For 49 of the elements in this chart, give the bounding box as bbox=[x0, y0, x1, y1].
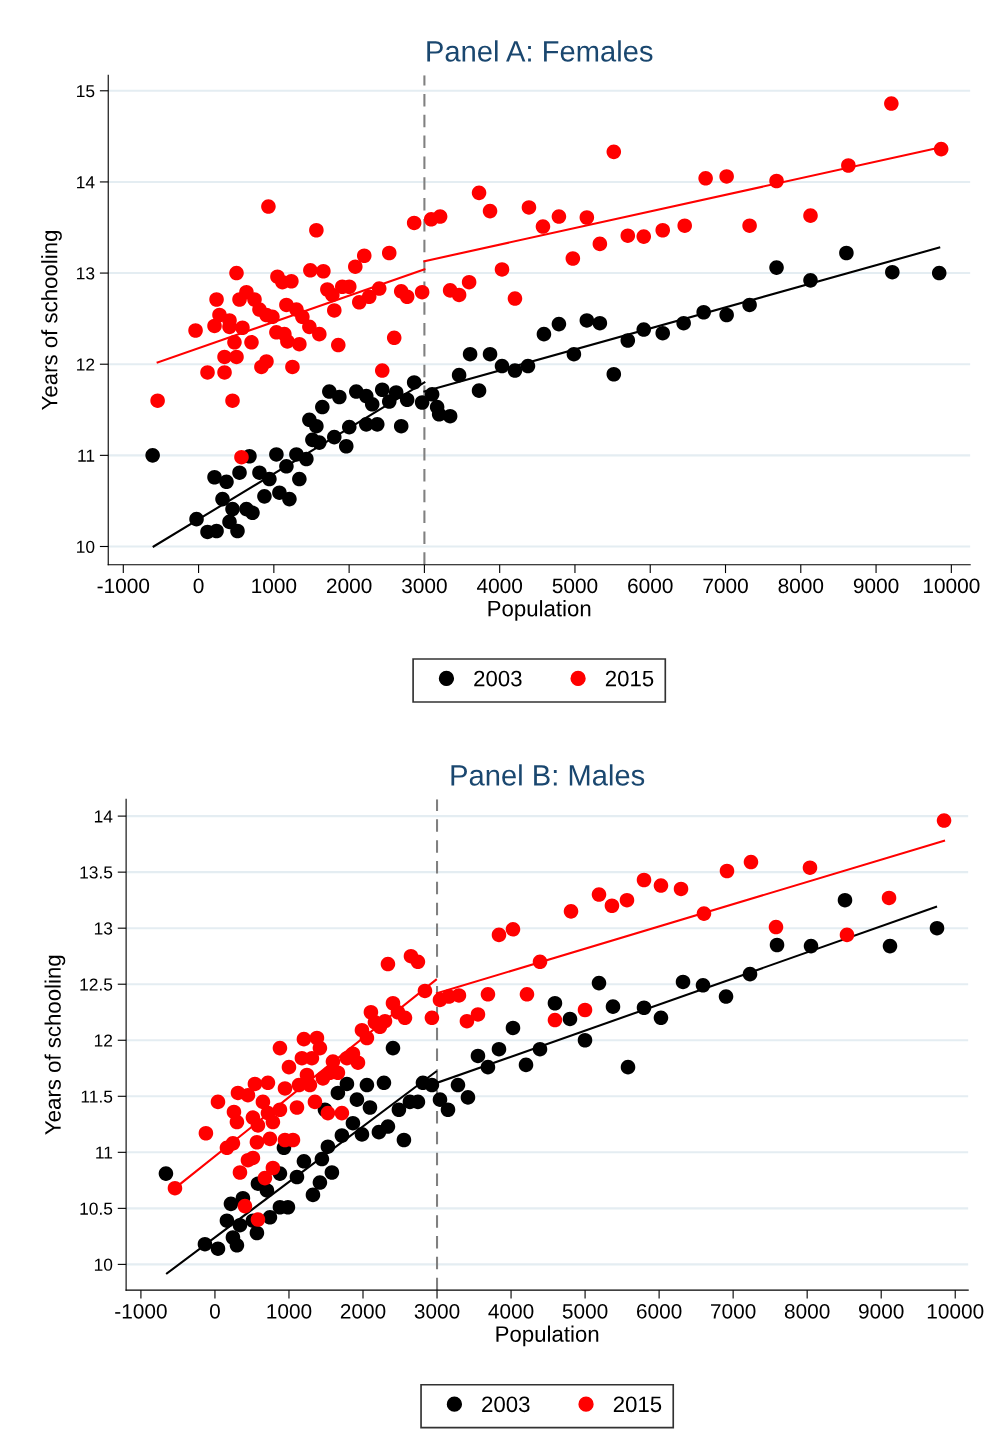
x-tick-label: 9000 bbox=[859, 1303, 904, 1319]
x-tick-label: 6000 bbox=[628, 578, 673, 594]
x-tick-label: 10000 bbox=[927, 1303, 984, 1319]
x-tick-label: 1000 bbox=[267, 1303, 312, 1319]
x-tick-label: -1000 bbox=[115, 1303, 167, 1319]
x-tick-label: 0 bbox=[209, 1303, 220, 1319]
x-tick-label: 7000 bbox=[711, 1303, 756, 1319]
x-tick-label: 5000 bbox=[552, 578, 598, 594]
legend-label: 2015 bbox=[613, 1396, 662, 1413]
y-tick-label: 11 bbox=[78, 449, 95, 462]
y-tick-label: 12 bbox=[77, 358, 95, 371]
y-tick-label: 13.5 bbox=[80, 866, 113, 879]
x-tick-label: 5000 bbox=[562, 1303, 608, 1319]
y-axis-title: Years of schooling bbox=[41, 231, 62, 410]
y-tick-label: 13 bbox=[77, 267, 95, 280]
x-tick-label: 0 bbox=[193, 578, 204, 594]
y-tick-label: 13 bbox=[94, 922, 113, 935]
x-tick-label: 8000 bbox=[778, 578, 824, 594]
y-tick-label: 11 bbox=[96, 1146, 113, 1159]
x-tick-label: 2000 bbox=[340, 1303, 386, 1319]
chart-title: Panel B: Males bbox=[451, 764, 645, 786]
x-tick-label: 7000 bbox=[703, 578, 748, 594]
legend-label: 2003 bbox=[474, 670, 522, 687]
y-axis-title: Years of schooling bbox=[44, 955, 66, 1135]
chart-title: Panel A: Females bbox=[427, 40, 653, 62]
x-tick-label: 4000 bbox=[476, 578, 523, 594]
legend-label: 2003 bbox=[482, 1396, 530, 1413]
y-tick-label: 10 bbox=[94, 1258, 113, 1271]
y-tick-label: 14 bbox=[94, 810, 113, 823]
x-axis-title: Population bbox=[488, 600, 591, 621]
x-tick-label: 6000 bbox=[637, 1303, 682, 1319]
y-tick-label: 15 bbox=[77, 85, 95, 98]
x-tick-label: 9000 bbox=[853, 578, 899, 594]
x-tick-label: 3000 bbox=[402, 578, 447, 594]
x-tick-label: 2000 bbox=[327, 578, 372, 594]
y-tick-label: 10 bbox=[77, 540, 95, 553]
legend-label: 2015 bbox=[605, 670, 654, 687]
y-tick-label: 11.5 bbox=[81, 1090, 113, 1103]
x-tick-label: 1000 bbox=[252, 578, 297, 594]
x-tick-label: -1000 bbox=[97, 578, 150, 594]
y-tick-label: 12.5 bbox=[80, 978, 113, 991]
y-tick-label: 12 bbox=[94, 1034, 113, 1047]
x-tick-label: 10000 bbox=[923, 578, 980, 594]
x-axis-title: Population bbox=[496, 1325, 599, 1347]
x-tick-label: 3000 bbox=[414, 1303, 460, 1319]
x-tick-label: 4000 bbox=[488, 1303, 534, 1319]
x-tick-label: 8000 bbox=[784, 1303, 830, 1319]
y-tick-label: 10.5 bbox=[80, 1202, 113, 1215]
y-tick-label: 14 bbox=[77, 176, 95, 189]
